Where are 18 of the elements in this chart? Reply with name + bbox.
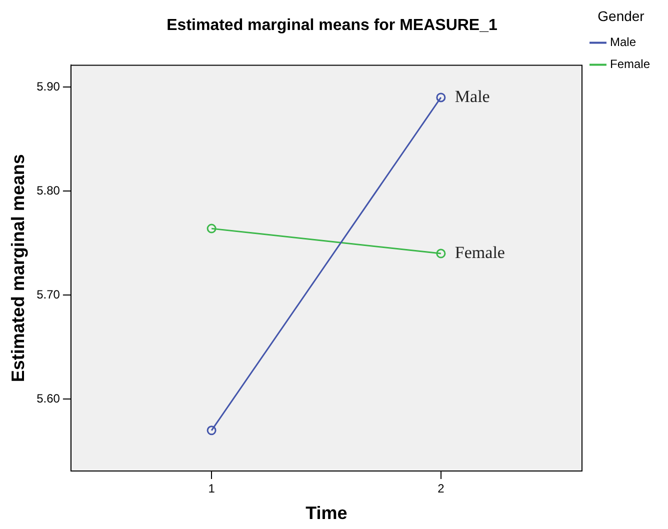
- y-tick-label: 5.70: [36, 287, 60, 302]
- point: [206, 224, 216, 234]
- chart-title: Estimated marginal means for MEASURE_1: [166, 17, 498, 34]
- y-tick-label: 5.80: [36, 183, 60, 198]
- text: Female: [454, 243, 505, 262]
- y-axis-title: Estimated marginal means: [8, 154, 28, 382]
- y-tick-label: 5.90: [36, 79, 60, 94]
- x-tick-label: 1: [208, 482, 216, 496]
- legend-label: Male: [610, 35, 636, 50]
- point: [206, 426, 216, 436]
- point: [436, 92, 446, 102]
- x-tick-label: 2: [438, 482, 445, 496]
- text: Male: [454, 86, 490, 106]
- y-tick-label: 5.60: [36, 392, 60, 406]
- legend-label: Female: [610, 57, 650, 72]
- x-axis-title: Time: [306, 503, 348, 524]
- point: [436, 248, 446, 258]
- legend-title: Gender: [598, 8, 645, 24]
